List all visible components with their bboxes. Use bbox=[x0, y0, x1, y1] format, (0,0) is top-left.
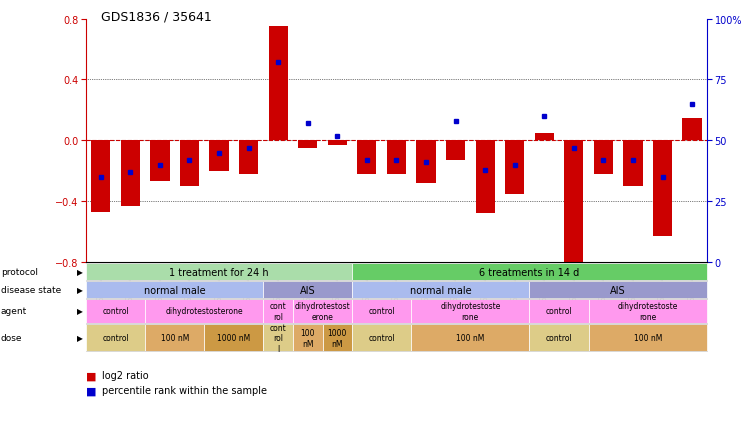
Text: cont
rol
l: cont rol l bbox=[270, 323, 286, 353]
Text: dihydrotestosterone: dihydrotestosterone bbox=[165, 307, 243, 316]
Bar bbox=[446, 141, 465, 161]
Bar bbox=[358, 141, 376, 174]
Text: ▶: ▶ bbox=[77, 268, 83, 276]
Text: normal male: normal male bbox=[144, 285, 206, 295]
Bar bbox=[209, 141, 229, 171]
Text: control: control bbox=[368, 307, 395, 316]
Text: AIS: AIS bbox=[300, 285, 316, 295]
Text: 1000 nM: 1000 nM bbox=[217, 334, 251, 342]
Bar bbox=[476, 141, 494, 214]
Bar bbox=[180, 141, 199, 187]
Bar bbox=[120, 141, 140, 206]
Text: 6 treatments in 14 d: 6 treatments in 14 d bbox=[479, 267, 580, 277]
Text: log2 ratio: log2 ratio bbox=[102, 371, 149, 380]
Text: 100 nM: 100 nM bbox=[456, 334, 485, 342]
Text: 1 treatment for 24 h: 1 treatment for 24 h bbox=[169, 267, 269, 277]
Text: dihydrotestoste
rone: dihydrotestoste rone bbox=[618, 302, 678, 321]
Text: control: control bbox=[368, 334, 395, 342]
Text: percentile rank within the sample: percentile rank within the sample bbox=[102, 386, 268, 395]
Bar bbox=[328, 141, 347, 145]
Bar bbox=[623, 141, 643, 187]
Text: ■: ■ bbox=[86, 371, 96, 380]
Bar bbox=[91, 141, 111, 212]
Text: control: control bbox=[545, 307, 572, 316]
Bar bbox=[564, 141, 583, 270]
Text: dose: dose bbox=[1, 334, 22, 342]
Text: ▶: ▶ bbox=[77, 307, 83, 316]
Text: GDS1836 / 35641: GDS1836 / 35641 bbox=[101, 11, 212, 24]
Text: 1000
nM: 1000 nM bbox=[328, 329, 347, 348]
Bar bbox=[535, 133, 554, 141]
Text: ▶: ▶ bbox=[77, 334, 83, 342]
Bar bbox=[269, 27, 288, 141]
Bar bbox=[417, 141, 435, 184]
Text: disease state: disease state bbox=[1, 286, 61, 294]
Text: dihydrotestoste
rone: dihydrotestoste rone bbox=[440, 302, 500, 321]
Text: control: control bbox=[102, 334, 129, 342]
Text: 100
nM: 100 nM bbox=[301, 329, 315, 348]
Bar bbox=[594, 141, 613, 174]
Text: dihydrotestost
erone: dihydrotestost erone bbox=[295, 302, 350, 321]
Bar bbox=[387, 141, 406, 174]
Text: control: control bbox=[545, 334, 572, 342]
Text: AIS: AIS bbox=[610, 285, 626, 295]
Text: protocol: protocol bbox=[1, 268, 37, 276]
Bar bbox=[653, 141, 672, 237]
Text: control: control bbox=[102, 307, 129, 316]
Bar bbox=[239, 141, 258, 174]
Text: normal male: normal male bbox=[410, 285, 471, 295]
Text: 100 nM: 100 nM bbox=[161, 334, 189, 342]
Text: ▶: ▶ bbox=[77, 286, 83, 294]
Text: cont
rol: cont rol bbox=[270, 302, 286, 321]
Bar bbox=[298, 141, 317, 148]
Text: 100 nM: 100 nM bbox=[634, 334, 662, 342]
Text: ■: ■ bbox=[86, 386, 96, 395]
Text: agent: agent bbox=[1, 307, 27, 316]
Bar bbox=[505, 141, 524, 194]
Bar bbox=[682, 118, 702, 141]
Bar bbox=[150, 141, 170, 182]
